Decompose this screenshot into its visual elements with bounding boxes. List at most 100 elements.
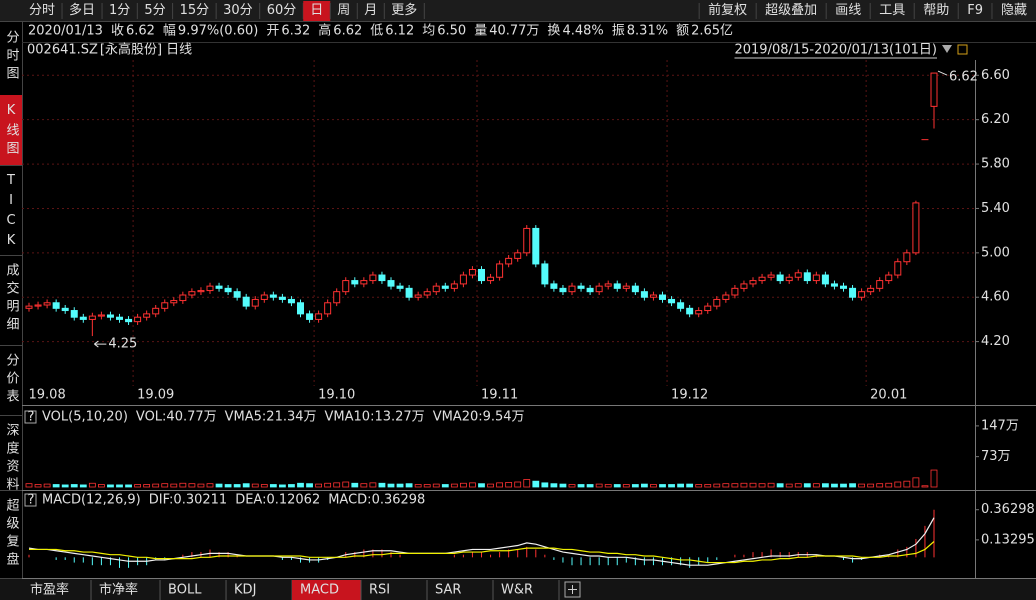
candle-body: [722, 294, 730, 300]
volume-bar: [885, 482, 893, 488]
side-tab[interactable]: TICK: [4, 173, 19, 253]
side-tab[interactable]: 分价表: [4, 353, 20, 407]
volume-bar: [650, 484, 657, 488]
volume-bar: [469, 482, 476, 488]
candle-body: [143, 313, 151, 318]
tool-button[interactable]: 前复权: [708, 2, 747, 18]
volume-bar: [840, 483, 847, 488]
candle-body: [713, 298, 721, 307]
candle-body: [134, 316, 142, 323]
period-tab[interactable]: 5分: [144, 3, 165, 18]
volume-bar: [876, 483, 884, 488]
period-tab[interactable]: 更多: [391, 2, 417, 18]
lock-icon: [957, 44, 968, 55]
candle-body: [559, 287, 567, 293]
period-tab[interactable]: 60分: [267, 3, 297, 18]
side-tab[interactable]: 成交明细: [4, 263, 20, 335]
candle-body: [432, 285, 440, 293]
candle-body: [106, 314, 114, 318]
candle-body: [260, 294, 268, 300]
x-tick-label: 19.12: [671, 388, 708, 403]
indicator-tab[interactable]: KDJ: [234, 583, 256, 598]
candle-body: [287, 298, 295, 304]
candle-body: [152, 307, 160, 315]
side-tab-active: [0, 95, 22, 165]
tool-button[interactable]: 隐藏: [1001, 3, 1027, 18]
volume-bar: [61, 484, 69, 488]
candle-body: [206, 285, 214, 292]
info-value: 6.12: [385, 24, 414, 39]
tool-button[interactable]: F9: [967, 3, 983, 18]
candle-body: [595, 285, 603, 293]
indicator-tab[interactable]: MACD: [300, 583, 339, 598]
volume-bar: [478, 483, 485, 488]
candle-body: [269, 294, 277, 298]
high-pointer: [937, 70, 948, 76]
volume-bar: [785, 483, 793, 488]
volume-bar: [107, 484, 114, 488]
indicator-tab[interactable]: SAR: [435, 583, 461, 598]
candle-body: [496, 263, 504, 278]
period-tab[interactable]: 月: [364, 3, 377, 18]
volume-bar: [550, 483, 558, 488]
volume-bar: [541, 482, 549, 488]
tool-button[interactable]: 画线: [835, 3, 861, 18]
legend-item: VOL(5,10,20): [42, 410, 128, 425]
indicator-tab[interactable]: 市净率: [99, 582, 138, 598]
volume-bar: [641, 483, 648, 488]
candle-body: [487, 276, 495, 282]
indicator-tab[interactable]: BOLL: [168, 583, 202, 598]
indicator-tab[interactable]: 市盈率: [30, 582, 69, 598]
candle-body: [677, 302, 685, 309]
tool-button[interactable]: 帮助: [923, 3, 949, 18]
y-tick-label: 5.80: [981, 157, 1010, 172]
volume-bar: [134, 484, 142, 488]
side-tab[interactable]: K线图: [4, 103, 20, 159]
candle-body: [70, 310, 78, 318]
period-tab[interactable]: 1分: [109, 3, 130, 18]
volume-bar: [360, 483, 368, 488]
tool-button[interactable]: 超级叠加: [765, 3, 817, 18]
volume-bar: [794, 483, 802, 488]
period-tab[interactable]: 日: [310, 3, 323, 18]
candle-body: [803, 272, 811, 282]
legend-item: VMA10:13.27万: [325, 410, 425, 425]
side-tab[interactable]: 分时图: [4, 30, 20, 84]
candle-body: [876, 280, 884, 289]
candle-body: [514, 252, 522, 259]
volume-bar: [532, 480, 540, 488]
y-tick-label: 73万: [981, 449, 1011, 464]
info-value: 4.48%: [562, 24, 603, 39]
candle-body: [116, 316, 123, 320]
volume-bar: [704, 484, 712, 488]
candle-body: [505, 257, 513, 265]
period-tab[interactable]: 多日: [69, 2, 95, 18]
volume-bar: [34, 484, 42, 488]
macd-line: [28, 517, 935, 566]
volume-bar: [260, 484, 268, 488]
volume-bar: [831, 483, 838, 488]
side-tab[interactable]: 超级复盘: [4, 498, 20, 570]
indicator-tab[interactable]: RSI: [369, 583, 390, 598]
volume-bar: [568, 484, 576, 488]
volume-bar: [43, 483, 51, 488]
help-icon[interactable]: [24, 410, 37, 424]
volume-bar: [396, 483, 404, 488]
info-value: 6.62: [333, 24, 362, 39]
period-tab[interactable]: 15分: [180, 3, 210, 18]
candle-body: [550, 283, 558, 289]
indicator-tab[interactable]: W&R: [501, 583, 533, 598]
add-tab-button[interactable]: [564, 581, 581, 598]
candle-body: [450, 283, 458, 289]
info-key: 量: [474, 24, 487, 39]
period-tab[interactable]: 周: [337, 3, 350, 18]
volume-bar: [450, 483, 458, 488]
volume-bar: [496, 482, 504, 488]
tool-button[interactable]: 工具: [879, 3, 905, 18]
period-tab[interactable]: 30分: [223, 3, 253, 18]
volume-bar: [894, 481, 902, 488]
period-tab[interactable]: 分时: [29, 3, 55, 18]
side-tab[interactable]: 深度资料: [4, 423, 20, 495]
volume-bar: [25, 483, 33, 488]
help-icon[interactable]: [24, 493, 37, 507]
